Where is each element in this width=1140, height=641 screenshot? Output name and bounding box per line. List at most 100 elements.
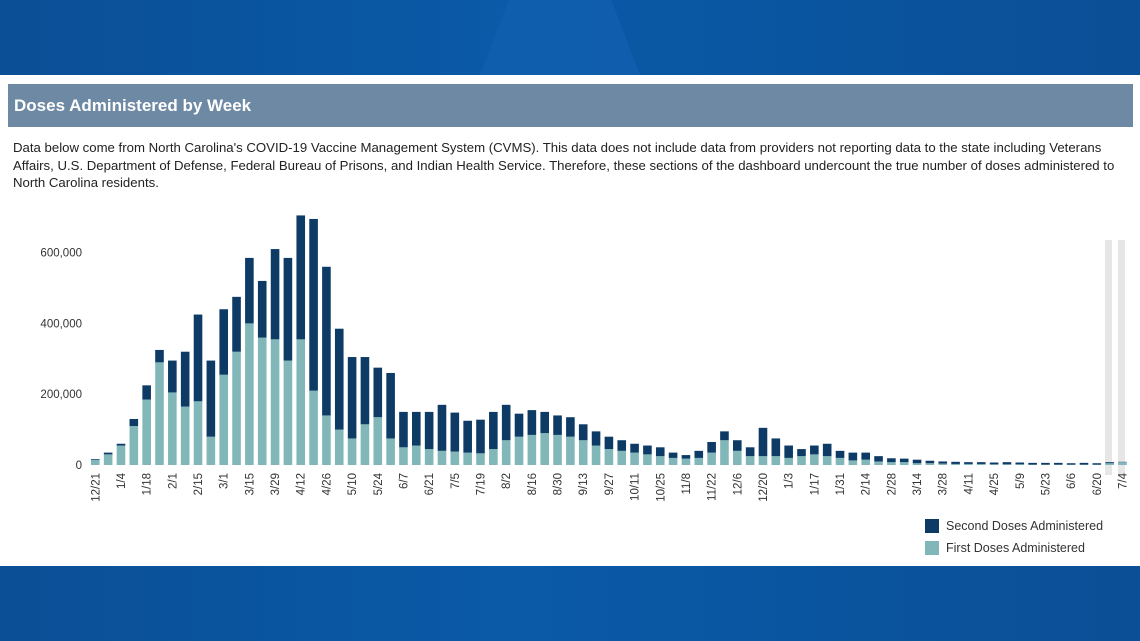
bar-second-doses[interactable]	[540, 411, 549, 434]
bar-second-doses[interactable]	[116, 443, 126, 446]
bar-first-doses[interactable]	[155, 362, 164, 465]
bar-first-doses[interactable]	[168, 392, 177, 465]
bar-second-doses[interactable]	[1066, 463, 1076, 465]
bar-first-doses[interactable]	[245, 323, 254, 465]
bar-first-doses[interactable]	[399, 447, 408, 465]
bar-second-doses[interactable]	[964, 462, 973, 464]
bar-second-doses[interactable]	[91, 458, 100, 460]
bar-second-doses[interactable]	[180, 351, 190, 407]
bar-first-doses[interactable]	[412, 445, 421, 465]
bar-second-doses[interactable]	[861, 452, 870, 460]
bar-second-doses[interactable]	[630, 443, 639, 453]
bar-second-doses[interactable]	[232, 296, 241, 352]
bar-first-doses[interactable]	[322, 415, 331, 465]
bar-second-doses[interactable]	[245, 257, 254, 324]
bar-second-doses[interactable]	[797, 449, 806, 457]
bar-second-doses[interactable]	[899, 458, 909, 463]
bar-first-doses[interactable]	[373, 417, 383, 465]
bar-second-doses[interactable]	[296, 215, 306, 340]
bar-first-doses[interactable]	[501, 440, 511, 465]
bar-first-doses[interactable]	[643, 454, 652, 465]
bar-first-doses[interactable]	[591, 445, 601, 465]
bar-second-doses[interactable]	[386, 372, 395, 439]
bar-second-doses[interactable]	[925, 460, 935, 464]
bar-second-doses[interactable]	[694, 450, 704, 458]
bar-second-doses[interactable]	[1015, 462, 1025, 465]
bar-second-doses[interactable]	[129, 418, 139, 427]
bar-first-doses[interactable]	[116, 445, 126, 465]
bar-second-doses[interactable]	[835, 450, 845, 458]
bar-second-doses[interactable]	[155, 349, 164, 363]
bar-first-doses[interactable]	[925, 463, 935, 465]
bar-second-doses[interactable]	[1079, 462, 1089, 465]
bar-first-doses[interactable]	[553, 434, 562, 465]
bar-second-doses[interactable]	[527, 410, 537, 435]
bar-second-doses[interactable]	[887, 458, 896, 463]
bar-first-doses[interactable]	[540, 433, 549, 465]
bar-second-doses[interactable]	[270, 249, 280, 340]
bar-second-doses[interactable]	[283, 257, 293, 361]
bar-second-doses[interactable]	[733, 440, 742, 451]
bar-first-doses[interactable]	[848, 460, 858, 465]
bar-first-doses[interactable]	[630, 452, 639, 465]
bar-second-doses[interactable]	[463, 420, 472, 453]
bar-first-doses[interactable]	[578, 440, 588, 465]
bar-first-doses[interactable]	[681, 458, 691, 465]
bar-second-doses[interactable]	[514, 413, 524, 437]
bar-second-doses[interactable]	[360, 357, 370, 425]
bar-second-doses[interactable]	[643, 445, 652, 455]
bar-second-doses[interactable]	[424, 411, 434, 450]
bar-first-doses[interactable]	[1118, 462, 1127, 465]
bar-first-doses[interactable]	[797, 456, 806, 465]
bar-second-doses[interactable]	[938, 461, 948, 464]
bar-second-doses[interactable]	[553, 415, 562, 435]
legend-item-second-doses[interactable]: Second Doses Administered	[925, 515, 1103, 537]
bar-second-doses[interactable]	[655, 447, 665, 457]
bar-first-doses[interactable]	[758, 456, 768, 465]
bar-first-doses[interactable]	[835, 457, 845, 465]
bar-second-doses[interactable]	[822, 443, 832, 457]
bar-second-doses[interactable]	[668, 452, 678, 458]
bar-first-doses[interactable]	[270, 339, 280, 465]
bar-first-doses[interactable]	[283, 360, 293, 465]
bar-second-doses[interactable]	[976, 462, 986, 464]
bar-second-doses[interactable]	[1041, 462, 1050, 465]
bar-second-doses[interactable]	[617, 440, 627, 451]
bar-first-doses[interactable]	[771, 456, 781, 465]
bar-first-doses[interactable]	[1002, 464, 1012, 465]
bar-first-doses[interactable]	[386, 438, 395, 465]
bar-first-doses[interactable]	[1015, 464, 1025, 465]
bar-first-doses[interactable]	[733, 450, 742, 465]
bar-second-doses[interactable]	[591, 431, 601, 446]
bar-first-doses[interactable]	[655, 456, 665, 465]
bar-second-doses[interactable]	[476, 419, 485, 454]
bar-second-doses[interactable]	[745, 447, 755, 457]
bar-first-doses[interactable]	[899, 462, 909, 465]
bar-second-doses[interactable]	[758, 427, 768, 457]
bar-second-doses[interactable]	[334, 328, 344, 430]
bar-second-doses[interactable]	[347, 357, 357, 439]
bar-first-doses[interactable]	[951, 463, 960, 465]
bar-first-doses[interactable]	[707, 452, 716, 465]
bar-second-doses[interactable]	[257, 280, 267, 338]
bar-first-doses[interactable]	[232, 351, 241, 465]
bar-second-doses[interactable]	[193, 314, 203, 402]
bar-second-doses[interactable]	[1054, 462, 1063, 465]
bar-first-doses[interactable]	[604, 449, 614, 465]
bar-second-doses[interactable]	[322, 266, 331, 416]
bar-second-doses[interactable]	[951, 461, 960, 464]
bar-first-doses[interactable]	[810, 454, 819, 465]
bar-second-doses[interactable]	[219, 309, 228, 375]
bar-second-doses[interactable]	[578, 424, 588, 441]
bar-second-doses[interactable]	[566, 417, 575, 437]
bar-second-doses[interactable]	[437, 404, 447, 451]
bar-second-doses[interactable]	[604, 436, 614, 450]
bar-second-doses[interactable]	[874, 456, 883, 462]
bar-first-doses[interactable]	[476, 453, 485, 465]
bar-first-doses[interactable]	[219, 374, 228, 465]
bar-first-doses[interactable]	[437, 450, 447, 465]
bar-first-doses[interactable]	[463, 452, 472, 465]
bar-first-doses[interactable]	[938, 463, 948, 465]
bar-second-doses[interactable]	[1028, 462, 1037, 465]
bar-first-doses[interactable]	[193, 401, 203, 465]
